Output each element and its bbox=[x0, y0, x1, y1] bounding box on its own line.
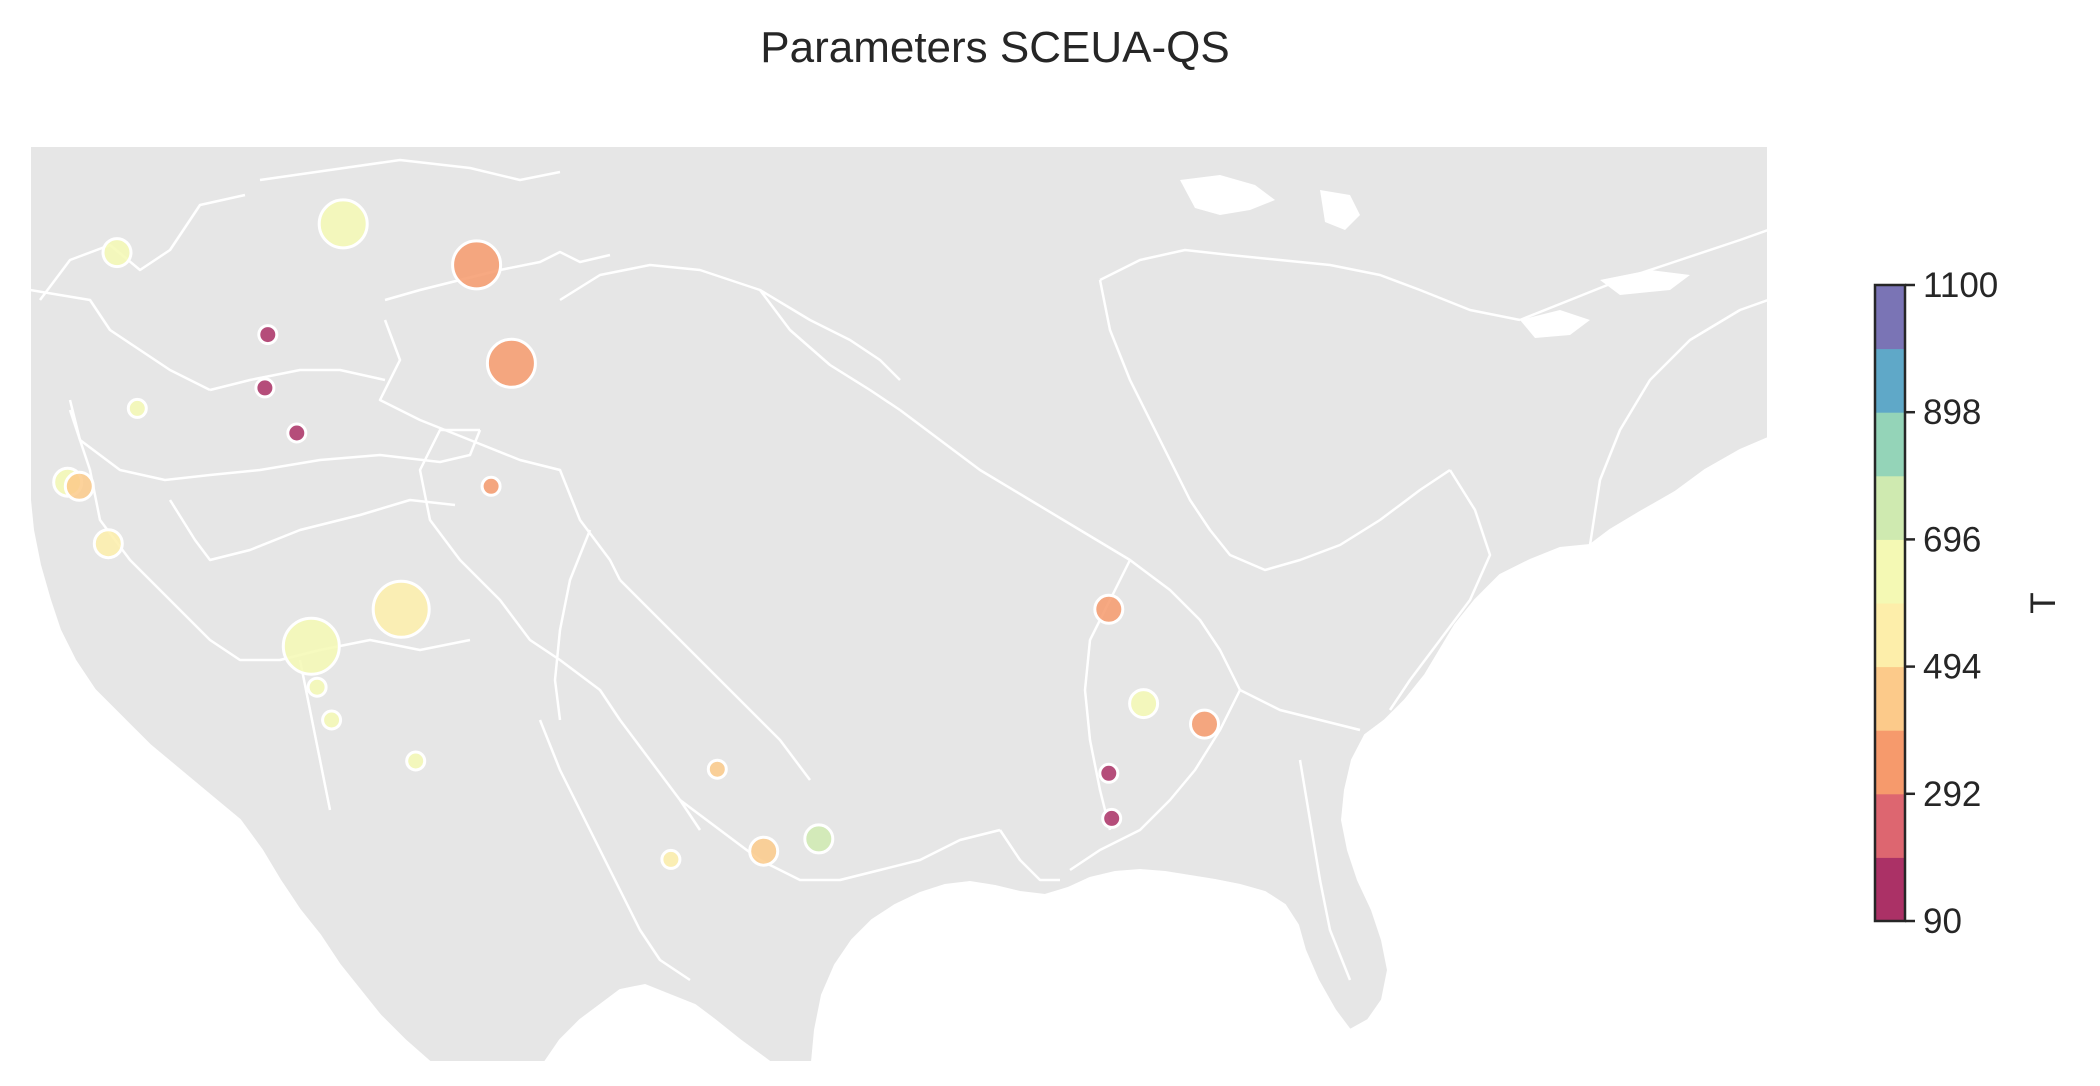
boundary-lines bbox=[30, 158, 1768, 982]
colorbar-label: T bbox=[2024, 592, 2063, 613]
station-point-24 bbox=[1189, 708, 1220, 740]
station-point-16 bbox=[321, 709, 343, 731]
station-point-4 bbox=[63, 470, 95, 502]
station-point-5 bbox=[92, 528, 124, 560]
colorbar-bin-10 bbox=[1875, 285, 1905, 350]
station-point-11 bbox=[485, 337, 537, 389]
colorbar-tick-label-2: 292 bbox=[1923, 775, 1981, 814]
station-point-9 bbox=[286, 422, 308, 444]
colorbar-tick-label-1: 90 bbox=[1923, 902, 1962, 941]
station-point-17 bbox=[405, 750, 427, 772]
station-point-22 bbox=[1093, 593, 1125, 625]
station-point-18 bbox=[706, 758, 728, 780]
colorbar-tick-label-3: 494 bbox=[1923, 648, 1981, 687]
station-point-23 bbox=[1128, 688, 1160, 720]
colorbar-bin-1 bbox=[1875, 857, 1905, 922]
colorbar-bin-7 bbox=[1875, 475, 1905, 540]
colorbar-tick-label-5: 898 bbox=[1923, 393, 1981, 432]
station-point-25 bbox=[1098, 762, 1120, 784]
station-point-19 bbox=[660, 848, 682, 870]
station-point-10 bbox=[451, 239, 503, 291]
station-point-14 bbox=[281, 616, 341, 676]
colorbar-bin-4 bbox=[1875, 666, 1905, 731]
colorbar-bin-3 bbox=[1875, 730, 1905, 795]
station-point-7 bbox=[257, 324, 279, 346]
colorbar-tick-label-6: 1100 bbox=[1923, 266, 1998, 305]
station-point-12 bbox=[480, 475, 502, 497]
us-landmass bbox=[30, 146, 1768, 1062]
map-title: Parameters SCEUA-QS bbox=[760, 23, 1229, 72]
station-point-13 bbox=[371, 579, 431, 639]
map-panel bbox=[30, 146, 1768, 1062]
colorbar-bin-5 bbox=[1875, 603, 1905, 668]
station-point-6 bbox=[317, 198, 369, 250]
station-point-20 bbox=[748, 835, 780, 867]
station-point-15 bbox=[306, 676, 328, 698]
data-points bbox=[52, 198, 1220, 870]
water-bodies bbox=[1180, 175, 1690, 338]
colorbar-frame bbox=[1873, 283, 1907, 923]
station-point-2 bbox=[126, 397, 148, 419]
station-point-1 bbox=[101, 237, 133, 269]
station-point-8 bbox=[254, 377, 276, 399]
station-point-26 bbox=[1101, 807, 1123, 829]
colorbar-ticks: 90 292 494 696 898 1100 bbox=[1905, 266, 1998, 941]
station-point-21 bbox=[803, 823, 835, 855]
colorbar-tick-label-4: 696 bbox=[1923, 520, 1981, 559]
colorbar-bin-6 bbox=[1875, 539, 1905, 604]
colorbar-bin-8 bbox=[1875, 412, 1905, 477]
colorbar-bin-9 bbox=[1875, 348, 1905, 413]
colorbar-bin-2 bbox=[1875, 793, 1905, 858]
colorbar-bins bbox=[1875, 285, 1905, 922]
colorbar: 90 292 494 696 898 1100 T bbox=[1873, 266, 2063, 941]
